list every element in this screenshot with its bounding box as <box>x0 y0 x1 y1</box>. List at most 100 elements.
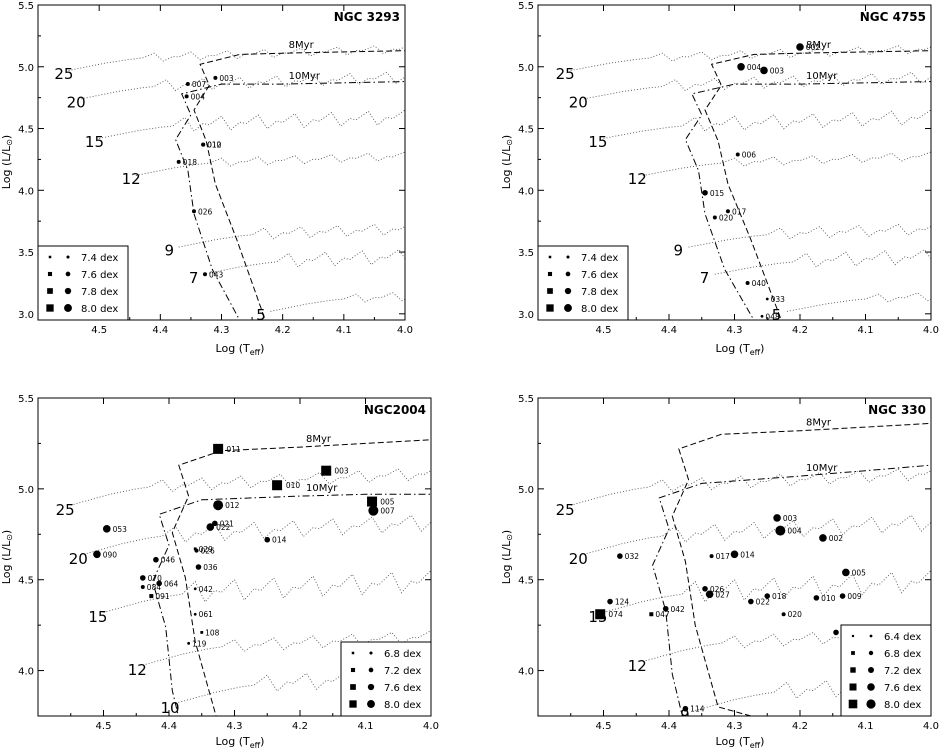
y-tick-label: 3.5 <box>518 248 534 259</box>
evolutionary-track <box>142 630 431 666</box>
star-id-label: 042 <box>671 605 686 614</box>
star-marker <box>730 550 739 559</box>
y-tick-label: 5.5 <box>518 394 534 405</box>
isochrone-line <box>704 50 931 320</box>
star-marker <box>153 556 159 563</box>
star-id-label: 074 <box>608 610 623 619</box>
x-tick-label: 4.1 <box>858 721 874 732</box>
isochrones: 8Myr 10Myr <box>652 418 931 716</box>
x-tick-label: 4.5 <box>596 325 612 336</box>
evolutionary-track <box>642 151 931 176</box>
y-tick-label: 5.5 <box>18 394 34 405</box>
star-id-label: 007 <box>380 507 395 516</box>
y-tick-label: 5.0 <box>18 485 34 496</box>
legend-label: 8.0 dex <box>884 700 921 711</box>
evolutionary-track <box>80 71 405 100</box>
x-tick-label: 4.5 <box>96 721 112 732</box>
star-marker <box>184 94 189 99</box>
star-id-label: 004 <box>787 527 802 536</box>
axis-ticks: 4.5 4.4 4.3 4.2 4.1 4.0 3.0 3.5 4.0 4.5 5.0 5.5 <box>18 1 413 336</box>
star-id-label: 124 <box>615 598 630 607</box>
star-marker <box>775 525 786 536</box>
star-id-label: 003 <box>334 467 349 476</box>
star-marker <box>368 505 379 516</box>
star-marker <box>367 496 378 507</box>
star-id-label: 012 <box>225 501 240 510</box>
isochrone-line <box>684 81 931 320</box>
star-id-label: 043 <box>209 270 224 279</box>
x-axis-label: Log (Teff) <box>216 735 265 749</box>
legend-square-marker <box>848 699 858 709</box>
legend-label: 7.2 dex <box>884 666 921 677</box>
star-marker <box>191 209 196 214</box>
legend-square-marker <box>351 651 355 655</box>
star-marker <box>709 554 714 559</box>
star-marker <box>737 62 745 71</box>
y-axis-label: Log (L/L⊙) <box>0 530 14 584</box>
evolutionary-tracks: 25 20 15 12 10 <box>56 468 431 717</box>
legend-circle-marker <box>869 634 873 638</box>
track-mass-label: 25 <box>556 65 575 83</box>
evolutionary-track <box>583 71 931 100</box>
y-tick-label: 4.5 <box>518 576 534 587</box>
legend-square-marker <box>546 304 554 312</box>
panel-ngc4755: 25 20 15 12 97 5 8Myr 10Myr 002 004 003 006 015 020… <box>500 1 939 357</box>
star-marker <box>796 43 804 51</box>
y-tick-label: 3.0 <box>18 310 34 321</box>
y-tick-label: 4.0 <box>518 667 534 678</box>
track-mass-label: 15 <box>588 133 607 151</box>
star-marker <box>213 500 224 511</box>
y-tick-label: 4.5 <box>518 125 534 136</box>
evolutionary-track <box>570 468 931 506</box>
track-mass-label: 15 <box>88 608 107 626</box>
x-tick-label: 4.0 <box>923 721 939 732</box>
y-tick-label: 4.5 <box>18 125 34 136</box>
legend-circle-marker <box>564 287 572 295</box>
y-axis-label: Log (L/L⊙) <box>500 530 514 584</box>
legend-label: 7.6 dex <box>884 683 921 694</box>
evolutionary-track <box>570 45 931 71</box>
star-id-label: 029 <box>199 545 214 554</box>
star-id-label: 091 <box>155 592 170 601</box>
star-marker <box>156 580 162 587</box>
star-marker <box>187 641 191 645</box>
star-id-label: 015 <box>710 189 725 198</box>
star-id-label: 053 <box>113 525 128 534</box>
legend: 6.8 dex 7.2 dex 7.6 dex 8.0 dex <box>340 641 432 717</box>
star-id-label: 026 <box>198 207 213 216</box>
star-marker <box>140 575 146 581</box>
isochrone-line <box>193 50 405 320</box>
star-marker <box>725 209 730 214</box>
evolutionary-track <box>270 292 405 312</box>
star-marker <box>842 568 850 577</box>
evolutionary-track <box>786 292 931 312</box>
y-tick-label: 5.5 <box>18 1 34 12</box>
legend-square-marker <box>47 271 53 277</box>
star-id-label: 018 <box>183 158 198 167</box>
legend-label: 8.0 dex <box>581 304 618 315</box>
track-mass-label: 20 <box>67 93 86 111</box>
evolutionary-track <box>714 248 931 275</box>
star-marker <box>213 75 218 80</box>
star-id-label: 005 <box>852 568 867 577</box>
x-axis-label: Log (Teff) <box>216 342 265 357</box>
x-tick-label: 4.3 <box>727 721 743 732</box>
star-marker <box>702 586 708 592</box>
star-marker <box>662 605 669 612</box>
star-id-label: 014 <box>740 550 755 559</box>
legend-label: 8.0 dex <box>81 304 118 315</box>
track-mass-label: 12 <box>628 657 647 675</box>
star-marker <box>272 480 283 491</box>
star-marker <box>781 612 786 617</box>
x-tick-label: 4.5 <box>596 721 612 732</box>
track-mass-label: 5 <box>772 306 782 324</box>
legend-circle-marker <box>566 255 570 259</box>
x-tick-label: 4.3 <box>727 325 743 336</box>
star-marker <box>140 584 145 589</box>
star-marker <box>833 629 839 636</box>
isochrone-label: 10Myr <box>306 483 338 494</box>
star-id-label: 070 <box>148 574 163 583</box>
track-mass-label: 10 <box>160 699 179 717</box>
star-marker <box>102 525 111 533</box>
